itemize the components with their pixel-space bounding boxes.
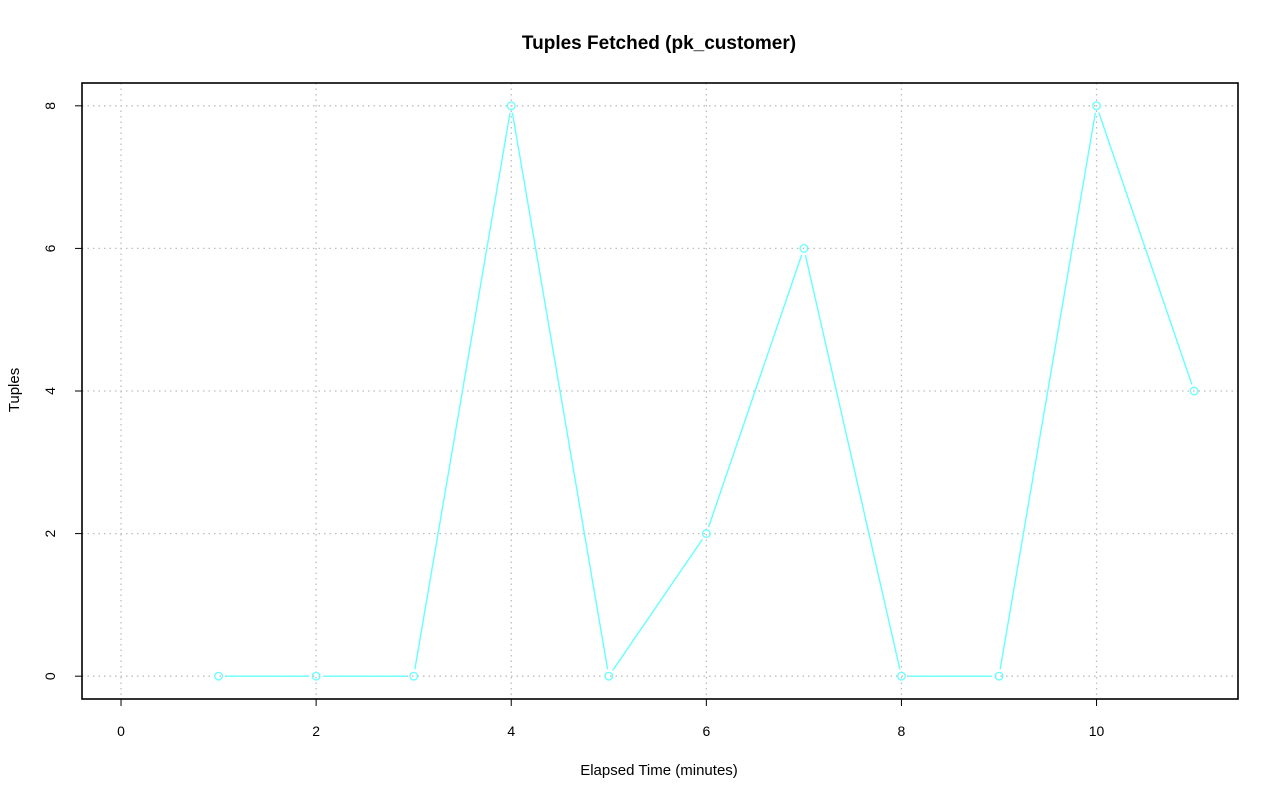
data-point (896, 671, 906, 681)
series-line-segment (999, 112, 1097, 670)
y-tick-label: 0 (42, 672, 58, 680)
series-line-segment (1098, 112, 1193, 385)
y-tick-label: 6 (42, 244, 58, 252)
x-tick-label: 6 (702, 723, 710, 739)
data-point (409, 671, 419, 681)
x-axis-label: Elapsed Time (minutes) (580, 762, 738, 779)
data-point (994, 671, 1004, 681)
x-tick-label: 10 (1089, 723, 1105, 739)
data-point (1189, 386, 1199, 396)
x-tick-label: 4 (507, 723, 515, 739)
x-tick-label: 8 (898, 723, 906, 739)
data-point (506, 101, 516, 111)
data-point (701, 529, 711, 539)
series-layer (214, 101, 1199, 681)
data-series (214, 101, 1199, 681)
x-axis: 0 2 4 6 8 10 (117, 699, 1105, 739)
x-tick-label: 2 (312, 723, 320, 739)
grid (82, 83, 1238, 699)
series-line-segment (707, 254, 803, 528)
series-line-segment (612, 538, 703, 671)
series-line-segment (804, 255, 901, 670)
data-point (1092, 101, 1101, 111)
y-tick-label: 2 (42, 529, 58, 537)
y-tick-label: 8 (42, 102, 58, 110)
x-tick-label: 0 (117, 723, 125, 739)
data-point (799, 243, 809, 253)
data-point (604, 671, 614, 681)
series-line-segment (511, 112, 609, 670)
series-line-segment (414, 112, 511, 670)
y-axis-label: Tuples (6, 368, 23, 412)
data-point (311, 671, 321, 681)
data-point (214, 671, 224, 681)
chart-title: Tuples Fetched (pk_customer) (522, 33, 796, 54)
y-tick-label: 4 (42, 387, 58, 395)
y-axis: 0 2 4 6 8 (42, 102, 82, 680)
